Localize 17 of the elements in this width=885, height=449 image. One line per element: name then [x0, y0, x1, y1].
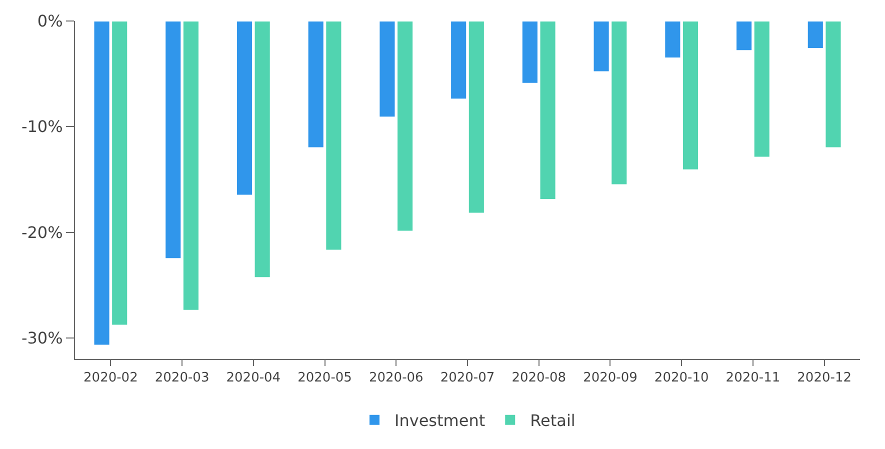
x-tick-label: 2020-12	[797, 370, 852, 386]
y-tick-label: 0%	[37, 12, 63, 31]
x-tick-label: 2020-05	[298, 370, 352, 386]
x-tick-label: 2020-03	[154, 370, 210, 386]
y-tick-label: -20%	[21, 222, 63, 242]
x-tick-label: 2020-06	[368, 370, 424, 386]
x-tick-label: 2020-02	[84, 370, 138, 386]
y-tick-label: -30%	[21, 328, 63, 348]
legend-label: Retail	[530, 411, 576, 430]
x-tick-label: 2020-11	[726, 370, 780, 386]
y-tick-label: -10%	[21, 117, 63, 136]
x-tick-label: 2020-09	[583, 370, 638, 386]
x-tick-label: 2020-08	[512, 370, 566, 386]
x-tick-label: 2020-07	[440, 370, 495, 386]
x-tick-label: 2020-10	[654, 370, 709, 386]
legend-label: Investment	[394, 411, 486, 430]
x-tick-label: 2020-04	[226, 370, 281, 386]
